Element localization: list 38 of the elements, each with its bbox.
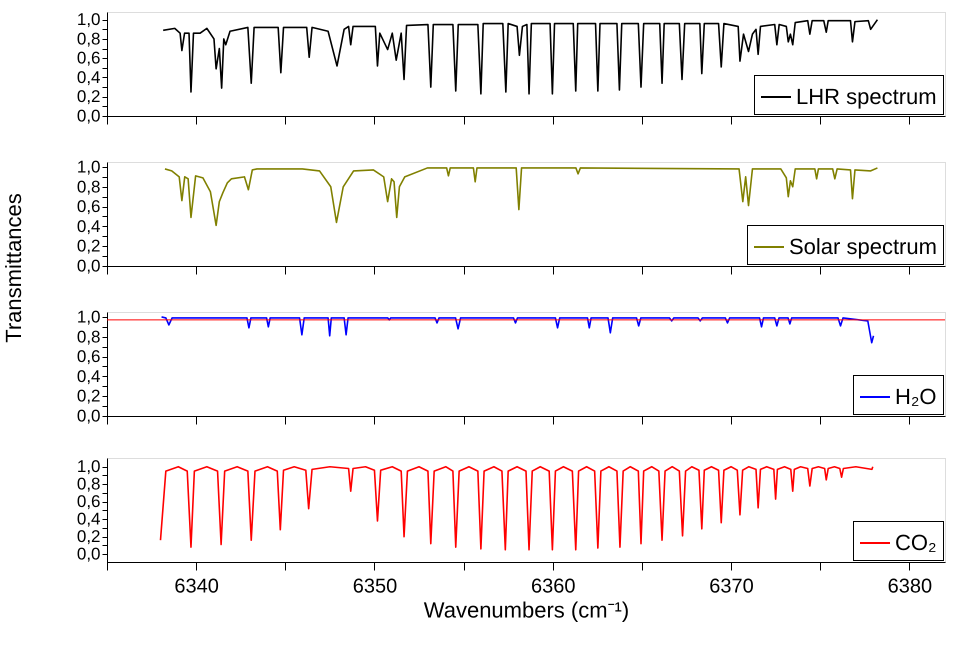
line-series bbox=[164, 167, 878, 226]
x-tick-label: 6380 bbox=[888, 576, 932, 598]
y-tick-label: 0,6 bbox=[76, 347, 100, 366]
y-tick-label: 1,0 bbox=[76, 10, 100, 30]
legend-label: LHR spectrum bbox=[796, 84, 937, 109]
legend-label: Solar spectrum bbox=[789, 234, 937, 259]
y-tick-label: 0,4 bbox=[76, 216, 100, 236]
legend-label: H₂O bbox=[895, 384, 937, 409]
y-tick-label: 1,0 bbox=[76, 307, 100, 326]
x-tick-label: 6340 bbox=[174, 576, 219, 598]
y-tick-label: 0,2 bbox=[76, 386, 100, 406]
y-tick-label: 0,2 bbox=[76, 527, 100, 546]
line-series bbox=[160, 316, 874, 344]
y-tick-label: 0,4 bbox=[76, 366, 100, 386]
y-tick-label: 0,0 bbox=[76, 406, 100, 426]
x-tick-label: 6370 bbox=[709, 576, 754, 598]
y-tick-label: 0,4 bbox=[76, 68, 100, 87]
legend-label: CO₂ bbox=[895, 530, 937, 555]
y-tick-label: 0,8 bbox=[76, 327, 100, 346]
y-tick-label: 0,0 bbox=[76, 256, 100, 276]
y-tick-label: 0,6 bbox=[76, 492, 100, 512]
y-tick-label: 0,2 bbox=[76, 236, 100, 256]
x-tick-label: 6360 bbox=[530, 576, 576, 598]
y-tick-label: 0,8 bbox=[76, 29, 100, 48]
y-tick-label: 0,8 bbox=[76, 177, 100, 196]
y-tick-label: 0,8 bbox=[76, 474, 100, 494]
y-tick-label: 0,6 bbox=[76, 197, 100, 216]
x-tick-label: 6350 bbox=[352, 576, 398, 598]
y-tick-label: 0,0 bbox=[76, 106, 100, 126]
y-axis-title: Transmittances bbox=[1, 193, 26, 343]
y-tick-label: 0,0 bbox=[76, 544, 100, 564]
y-tick-label: 0,2 bbox=[76, 87, 100, 106]
y-tick-label: 0,6 bbox=[76, 48, 100, 68]
x-axis-title: Wavenumbers (cm⁻¹) bbox=[424, 598, 630, 622]
y-tick-label: 1,0 bbox=[76, 157, 100, 176]
y-tick-label: 1,0 bbox=[76, 457, 100, 476]
y-tick-label: 0,4 bbox=[76, 510, 100, 529]
line-series bbox=[160, 466, 874, 551]
